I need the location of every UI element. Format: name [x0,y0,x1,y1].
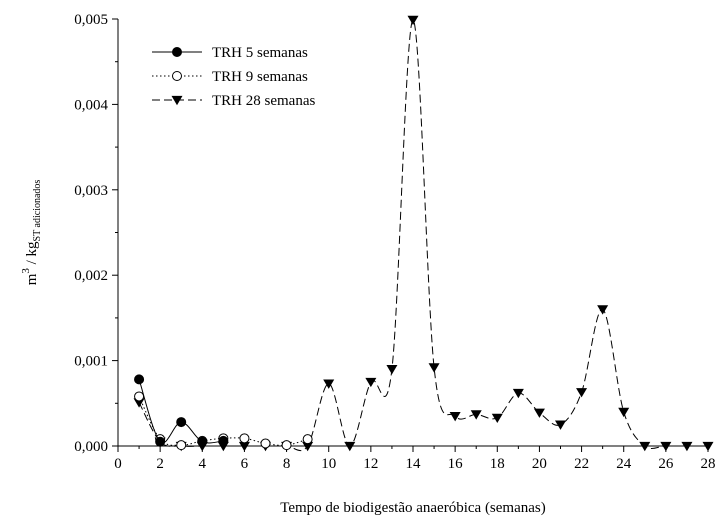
legend-item-1: TRH 5 semanas [152,45,308,61]
legend-marker [172,47,182,57]
data-point [197,436,208,447]
x-tick-label: 18 [490,456,505,472]
y-tick-label: 0,005 [74,12,108,28]
legend-marker [172,71,182,81]
x-tick-label: 26 [658,456,674,472]
x-tick-label: 14 [406,456,422,472]
y-tick-label: 0,003 [74,183,108,199]
data-point [597,305,609,315]
series-layer [133,15,714,452]
data-point [555,420,566,430]
data-point [238,441,250,452]
y-tick-label: 0,002 [74,268,108,284]
data-point [660,441,672,452]
data-point [323,379,335,389]
legend: TRH 5 semanas TRH 9 semanas TRH 28 semanas [152,45,315,109]
x-tick-label: 22 [574,456,589,472]
data-point [533,408,545,418]
data-point [176,440,187,451]
y-tick-label: 0,001 [74,354,108,370]
data-point [218,435,229,446]
data-point [576,388,588,398]
y-tick-label: 0,000 [74,439,108,455]
data-point [134,391,145,402]
data-point [702,441,714,452]
data-point [512,388,524,399]
data-point [386,365,398,375]
x-tick-label: 16 [448,456,464,472]
data-point [407,15,419,26]
x-tick-label: 12 [363,456,378,472]
data-point [239,433,250,444]
data-point [155,436,166,447]
data-point [639,441,651,452]
data-point [176,417,187,428]
data-point [681,441,693,452]
x-axis-title: Tempo de biodigestão anaeróbica (semanas… [280,500,546,516]
data-point [134,374,145,385]
legend-item-2: TRH 9 semanas [152,69,308,85]
data-point [302,434,313,445]
y-axis-title: m3 / kgST adicionados [20,180,43,286]
data-point [491,413,503,424]
data-point [449,411,461,422]
x-tick-label: 28 [701,456,716,472]
legend-marker [171,95,183,106]
data-point [470,410,482,420]
y-tick-label: 0,004 [74,97,108,113]
axes: 0 2 4 6 8 10 12 14 16 18 20 22 24 26 280,0000,0010,002… [74,12,715,472]
series-1 [134,374,229,447]
data-point [428,363,440,373]
legend-item-3: TRH 28 semanas [152,93,315,109]
x-tick-label: 10 [321,456,336,472]
x-tick-label: 6 [241,456,249,472]
data-point [344,441,356,452]
x-tick-label: 24 [616,456,632,472]
legend-label: TRH 9 semanas [212,69,308,85]
data-point [618,407,630,418]
x-tick-label: 0 [114,456,122,472]
x-tick-label: 20 [532,456,547,472]
series-line [138,379,224,444]
x-tick-label: 2 [156,456,164,472]
data-point [133,398,145,408]
data-point [302,441,314,452]
data-point [281,440,292,451]
x-tick-label: 4 [199,456,207,472]
data-point [260,438,271,449]
legend-label: TRH 5 semanas [212,45,308,61]
data-point [365,377,377,388]
x-tick-label: 8 [283,456,291,472]
legend-label: TRH 28 semanas [212,93,315,109]
